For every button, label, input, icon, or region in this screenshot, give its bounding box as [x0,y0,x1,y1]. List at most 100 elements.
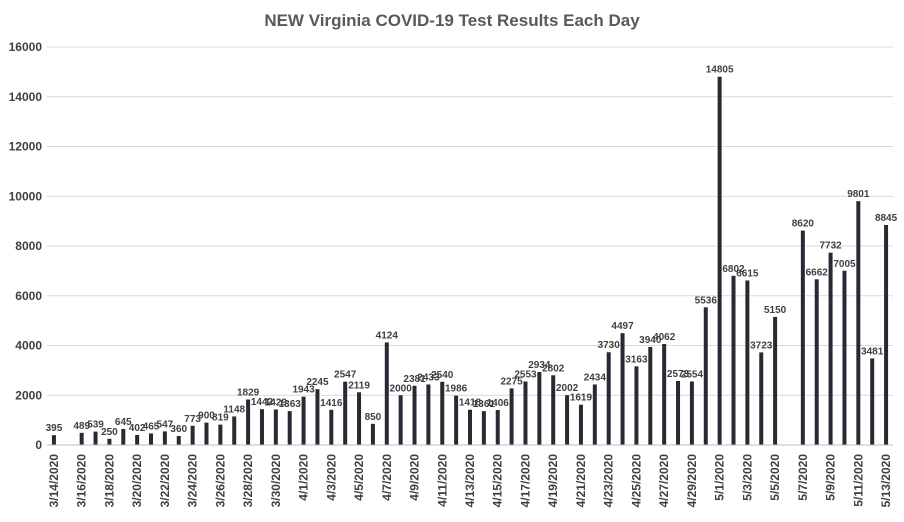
bar [717,76,722,446]
bar [218,424,223,445]
x-tick-label: 5/3/2020 [740,454,754,501]
x-tick-label: 4/11/2020 [435,454,449,507]
data-label: 2433 [417,372,440,383]
data-label: 2245 [306,377,329,388]
data-label: 3940 [639,335,662,346]
data-label: 1361 [473,399,496,410]
data-label: 2275 [500,376,523,387]
y-tick-label: 6000 [15,289,42,303]
data-label: 395 [46,423,63,434]
bar [259,409,264,445]
x-tick-label: 4/15/2020 [491,454,505,508]
bar [93,431,98,445]
data-label: 1148 [223,404,245,415]
data-label: 9801 [847,189,870,200]
bar [814,279,819,445]
data-label: 465 [143,421,160,432]
bar [301,396,306,445]
bar [592,384,597,445]
y-axis-ticks: 0 2000 4000 6000 8000 10000 12000 14000 16000 [9,40,43,452]
data-label: 2553 [514,369,537,380]
bar [412,385,417,445]
y-tick-label: 8000 [15,239,42,253]
data-label: 14805 [706,65,734,76]
bar [634,366,639,445]
data-label: 4124 [376,330,399,341]
bar [51,435,56,445]
data-label: 1363 [279,399,302,410]
data-label: 6802 [722,264,745,275]
bar [454,395,459,445]
data-label: 489 [73,421,90,432]
bar [856,201,861,445]
bar [176,436,181,445]
chart-title: NEW Virginia COVID-19 Test Results Each … [264,11,640,30]
bar [620,333,625,445]
bar [162,431,167,445]
x-tick-label: 4/1/2020 [297,454,311,501]
data-label: 1943 [292,385,315,396]
bar [343,381,348,445]
bar [315,389,320,445]
bar [523,381,528,445]
data-label: 6615 [736,268,759,279]
x-tick-label: 5/5/2020 [768,454,782,501]
bar [509,388,514,445]
data-label: 360 [170,424,187,435]
data-label: 900 [198,411,215,422]
x-tick-label: 5/1/2020 [713,454,727,501]
bar [773,316,778,445]
x-tick-label: 4/19/2020 [546,454,560,508]
bar [149,433,154,445]
data-label: 402 [129,423,146,434]
bar [842,270,847,445]
x-tick-label: 4/3/2020 [324,454,338,501]
bar [565,395,570,445]
data-label: 8620 [792,219,815,230]
bar [481,411,486,445]
bar [329,409,334,445]
data-label: 7732 [819,241,842,252]
data-label: 250 [101,427,118,438]
x-tick-label: 4/5/2020 [352,454,366,501]
bar [398,395,403,445]
data-label: 3481 [861,346,884,357]
bar [287,411,292,445]
x-tick-label: 4/9/2020 [408,454,422,501]
bar [79,432,84,445]
data-label: 1829 [237,388,260,399]
x-tick-label: 4/25/2020 [629,454,643,508]
data-label: 539 [87,420,104,431]
bar [676,380,681,445]
data-label: 5536 [695,295,718,306]
bar [745,280,750,445]
data-label: 2573 [667,369,690,380]
data-label: 819 [212,413,229,424]
data-label: 3163 [625,354,648,365]
data-labels: 395 4895392506454024655473607739008191148… [46,65,898,438]
bar [578,404,583,445]
y-tick-label: 2000 [15,388,42,402]
bar [884,224,889,445]
x-tick-label: 4/13/2020 [463,454,477,508]
data-label: 7005 [833,259,856,270]
data-label: 1418 [459,398,482,409]
x-tick-label: 5/9/2020 [824,454,838,501]
x-tick-label: 5/13/2020 [879,454,893,508]
bar [689,381,694,445]
data-label: 3730 [598,340,621,351]
bar [135,435,140,445]
data-label: 850 [365,412,382,423]
x-tick-label: 4/7/2020 [380,454,394,501]
data-label: 4062 [653,332,676,343]
data-label: 645 [115,417,132,428]
data-label: 2934 [528,360,551,371]
bar [370,423,375,445]
bar [468,409,472,445]
bar [731,275,736,445]
x-tick-label: 4/27/2020 [657,454,671,508]
bar [204,422,209,445]
data-label: 1406 [487,398,510,409]
data-label: 3723 [750,340,773,351]
